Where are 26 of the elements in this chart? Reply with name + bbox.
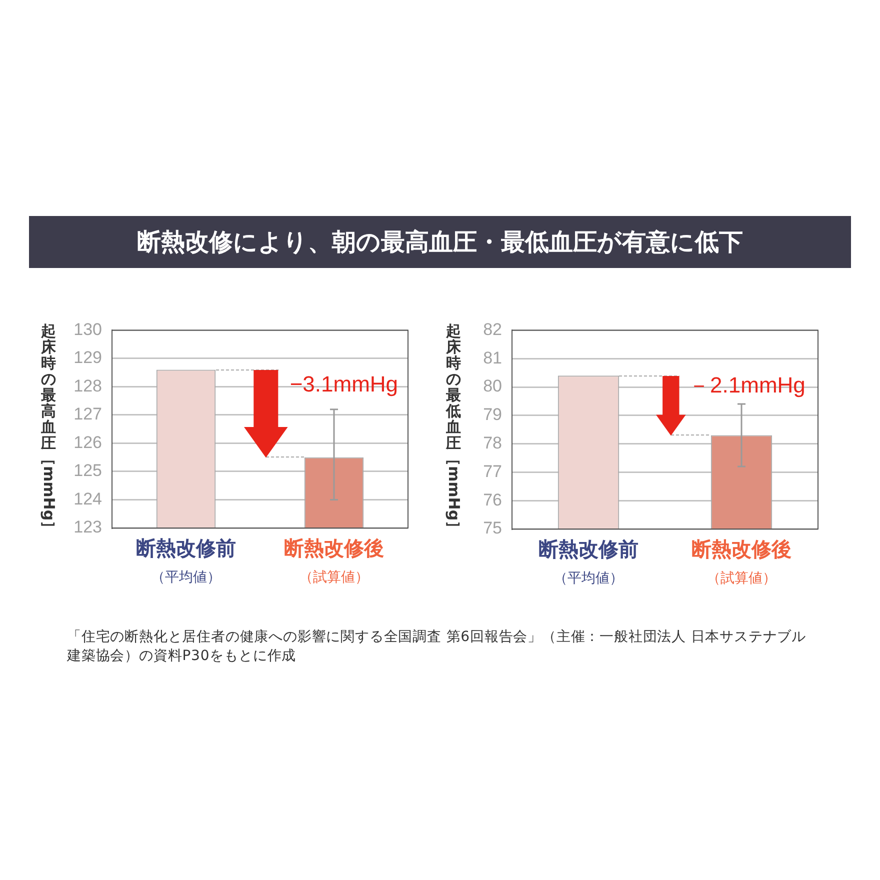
x-tick-label: 断熱改修後（試算値） [692,537,792,587]
text: 起床時の最低血圧［mmHg］ [445,322,463,536]
y-tick-label: 129 [74,348,102,368]
y-tick-label: 81 [483,348,502,368]
x-tick-label: 断熱改修前（平均値） [538,537,638,587]
annotation: −3.1mmHg [290,372,398,397]
text: 起床時の最高血圧［mmHg］ [40,322,58,536]
y-tick-label: 77 [483,462,502,481]
y-tick-label: 124 [74,489,102,508]
annotation: －2.1mmHg [688,372,806,398]
y-tick-label: 128 [74,376,102,396]
y-tick-label: 125 [74,461,102,480]
y-tick-label: 123 [74,518,102,537]
y-tick-label: 127 [74,404,102,424]
y-tick-label: 130 [74,320,102,339]
y-tick-label: 78 [483,433,502,452]
y-tick-label: 75 [483,518,502,538]
y-tick-label: 79 [483,405,502,424]
y-tick-label: 126 [74,432,102,452]
chart-title: 断熱改修により、朝の最高血圧・最低血圧が有意に低下 [29,216,851,268]
x-tick-label: 断熱改修前（平均値） [136,536,236,586]
y-tick-label: 76 [483,490,502,510]
x-tick-label: 断熱改修後（試算値） [284,536,384,586]
y-tick-label: 80 [483,376,502,396]
text: 「住宅の断熱化と居住者の健康への影響に関する全国調査 第6回報告会」（主催：一般社団法人 日本サステナブル建築協会）の資料P30をもとに作成 [67,628,808,666]
y-tick-label: 82 [483,320,502,339]
